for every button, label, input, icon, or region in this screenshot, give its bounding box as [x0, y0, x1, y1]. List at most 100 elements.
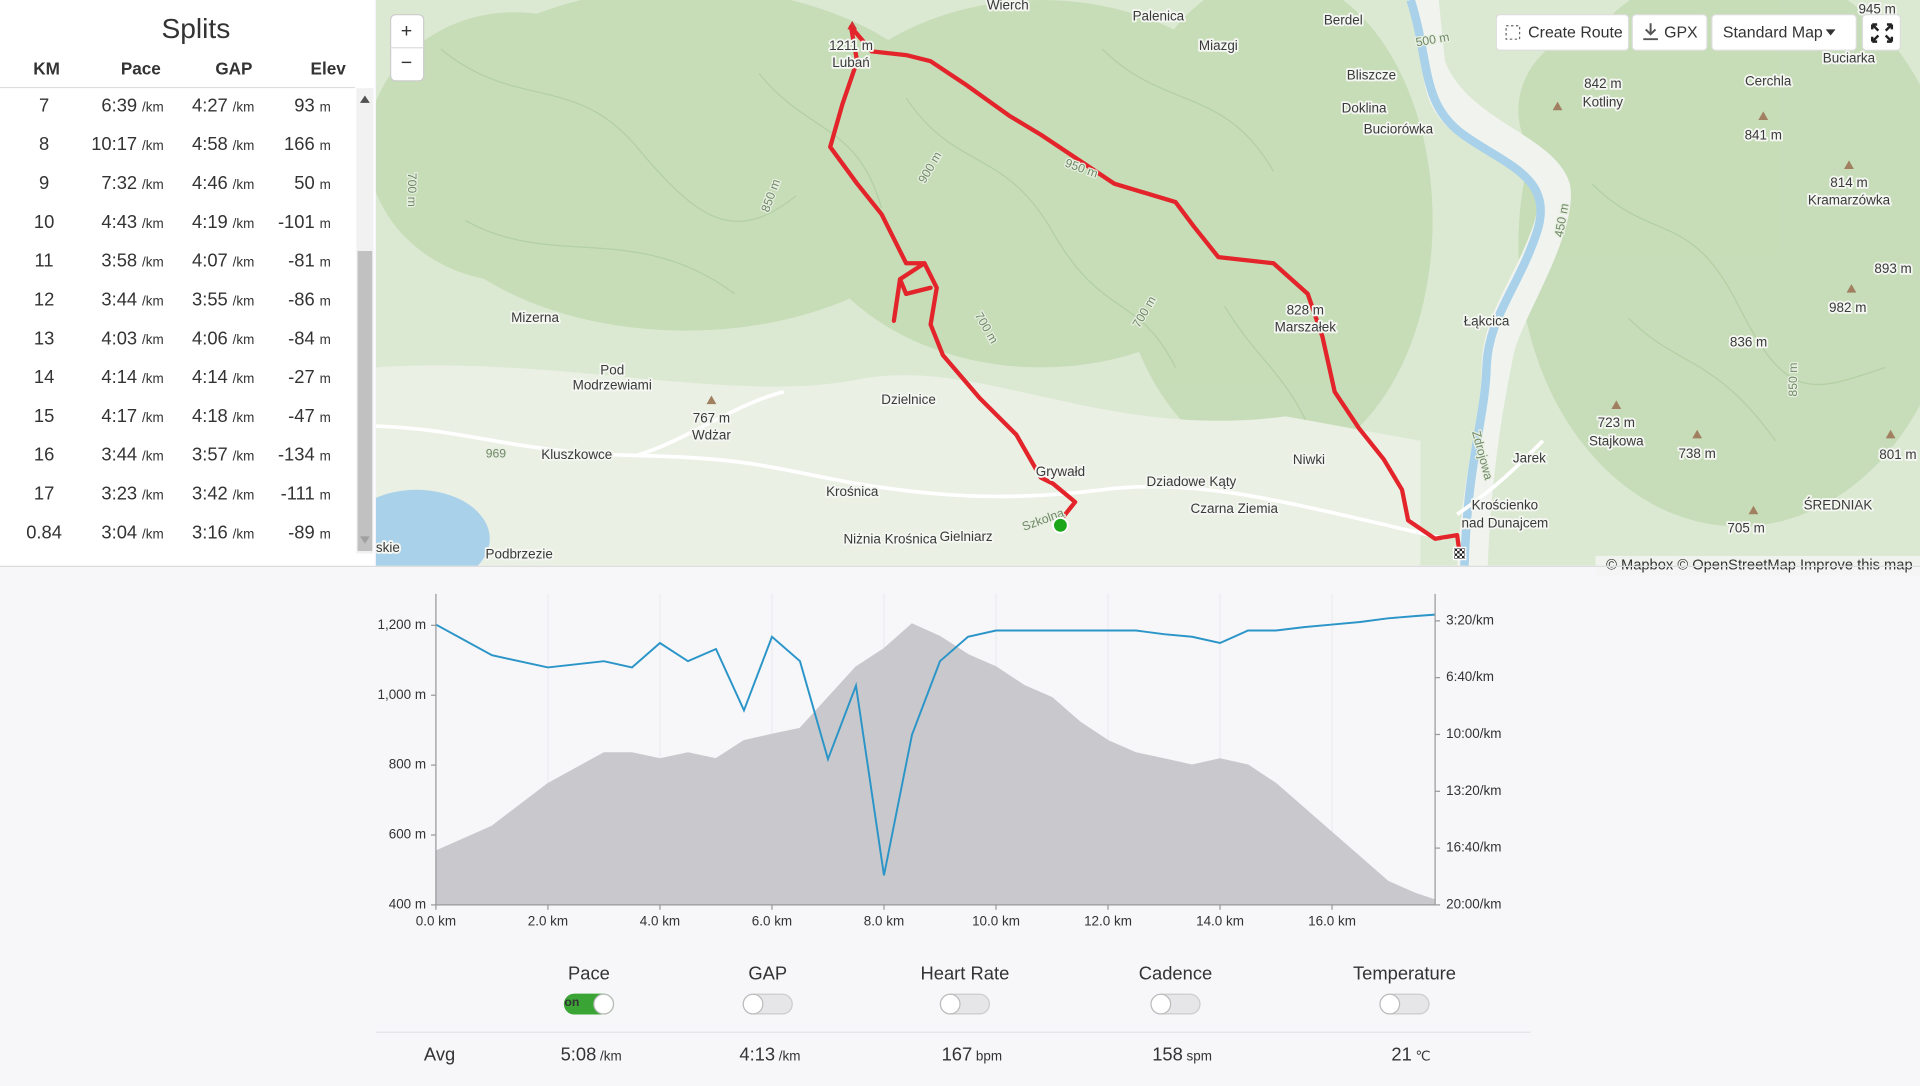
- toggle-knob[interactable]: [1379, 993, 1401, 1015]
- place-label: Cerchla: [1745, 74, 1792, 89]
- column-header: KM: [33, 58, 60, 78]
- avg-unit: ℃: [1416, 1048, 1431, 1063]
- split-unit: m: [320, 371, 331, 386]
- split-unit: m: [320, 255, 331, 270]
- map[interactable]: Wierch Palenica Berdel Miazgi Bliszcze Doklin…: [343, 0, 1920, 588]
- splits-table: Splits KM Pace GAP Elev 7 6:39/km 4:27/km 93 m 8 10…: [0, 13, 356, 542]
- avg-value: 21: [1391, 1043, 1411, 1064]
- place-label: Kramarzówka: [1808, 192, 1891, 207]
- place-label: 893 m: [1874, 261, 1911, 276]
- toggle-knob[interactable]: [939, 993, 961, 1015]
- place-label: Marszałek: [1275, 320, 1337, 335]
- map-style-button[interactable]: [1711, 14, 1857, 51]
- x-tick-label: 0.0 km: [416, 914, 456, 929]
- toggle-knob[interactable]: [593, 993, 615, 1015]
- split-pace: 6:39: [101, 94, 137, 115]
- place-label: 982 m: [1829, 300, 1866, 315]
- split-unit: m: [320, 410, 331, 425]
- contour-label: 850 m: [1786, 363, 1800, 397]
- valley: [375, 365, 1421, 566]
- split-pace: 4:14: [101, 366, 137, 387]
- gpx-label[interactable]: GPX: [1664, 24, 1698, 41]
- split-km: 13: [34, 327, 54, 348]
- map-style-label[interactable]: Standard Map: [1723, 24, 1823, 41]
- split-unit: /km: [142, 216, 164, 231]
- split-elev: -84: [288, 327, 315, 348]
- split-unit: m: [320, 293, 331, 308]
- x-tick-label: 6.0 km: [752, 914, 792, 929]
- split-unit: /km: [142, 526, 164, 541]
- contour-label: 969: [486, 447, 507, 461]
- y-tick-label: 1,000 m: [377, 687, 426, 702]
- place-label: 705 m: [1727, 521, 1764, 536]
- split-elev: -27: [288, 366, 315, 387]
- split-elev: -47: [288, 405, 315, 426]
- create-route-label[interactable]: Create Route: [1528, 24, 1623, 41]
- split-unit: m: [320, 177, 331, 192]
- toggle-knob[interactable]: [1150, 993, 1172, 1015]
- route-icon: [1505, 25, 1521, 40]
- zoom-in[interactable]: +: [401, 20, 412, 42]
- place-label: Pod: [600, 363, 624, 378]
- y2-tick-label: 10:00/km: [1446, 726, 1501, 741]
- avg-unit: /km: [779, 1048, 801, 1063]
- split-unit: m: [320, 216, 331, 231]
- map-labels: Wierch Palenica Berdel Miazgi Bliszcze Doklin…: [376, 0, 1919, 563]
- contour-label: 700 m: [405, 173, 419, 207]
- split-unit: /km: [142, 371, 164, 386]
- river: [1406, 0, 1545, 566]
- create-route-button[interactable]: [1495, 14, 1630, 51]
- split-gap: 4:18: [192, 405, 228, 426]
- splits-title: Splits: [161, 13, 230, 44]
- scroll-up[interactable]: [360, 95, 370, 103]
- x-tick-label: 14.0 km: [1196, 914, 1244, 929]
- split-unit: /km: [233, 371, 255, 386]
- split-gap: 3:57: [192, 444, 228, 465]
- split-km: 11: [35, 250, 54, 271]
- place-label: Kluszkowce: [541, 447, 612, 462]
- y-tick-label: 800 m: [389, 757, 426, 772]
- fullscreen-button[interactable]: [1861, 14, 1902, 51]
- split-unit: /km: [142, 332, 164, 347]
- contours: [440, 48, 1886, 466]
- attribution[interactable]: © Mapbox © OpenStreetMap Improve this ma…: [1606, 558, 1913, 574]
- place-label: Dzielnice: [881, 392, 936, 407]
- place-label: Miazgi: [1199, 38, 1238, 53]
- place-label: 814 m: [1830, 175, 1867, 190]
- toggle-knob[interactable]: [742, 993, 764, 1015]
- split-km: 14: [34, 366, 54, 387]
- place-label: 945 m: [1858, 1, 1895, 16]
- place-label: 842 m: [1584, 76, 1621, 91]
- column-header: Pace: [121, 58, 161, 78]
- split-km: 12: [34, 288, 54, 309]
- place-label: 828 m: [1287, 303, 1324, 318]
- place-label: Jarek: [1513, 451, 1546, 466]
- place-label: Kotliny: [1583, 94, 1624, 109]
- area-fill: [435, 623, 1436, 905]
- zoom-out[interactable]: −: [401, 52, 412, 74]
- y2-tick-label: 16:40/km: [1446, 840, 1501, 855]
- split-unit: /km: [233, 410, 255, 425]
- place-label: 1211 m: [829, 38, 873, 53]
- place-label: Grywałd: [1036, 464, 1085, 479]
- split-elev: -134: [278, 444, 315, 465]
- scroll-down[interactable]: [360, 536, 370, 544]
- elevation-chart: 0.0 km 2.0 km 4.0 km 6.0 km 8.0 km 10.0 km 12.…: [377, 593, 1501, 929]
- place-label: Bliszcze: [1347, 67, 1396, 82]
- avg-value: 4:13: [739, 1043, 775, 1064]
- avg-value: 158: [1152, 1043, 1183, 1064]
- split-elev: -89: [288, 521, 315, 542]
- place-label: 723 m: [1598, 415, 1635, 430]
- split-unit: /km: [233, 487, 255, 502]
- scrollbar-thumb[interactable]: [357, 251, 373, 552]
- split-unit: /km: [233, 138, 255, 153]
- place-label: Podbrzezie: [486, 546, 553, 561]
- roads: [375, 390, 1545, 541]
- splits-panel: [0, 0, 375, 566]
- split-unit: m: [320, 449, 331, 464]
- split-gap: 4:14: [192, 366, 228, 387]
- place-label: 767 m: [693, 410, 730, 425]
- metric-label: Temperature: [1353, 963, 1456, 984]
- y-tick-label: 1,200 m: [377, 617, 426, 632]
- split-km: 15: [34, 405, 54, 426]
